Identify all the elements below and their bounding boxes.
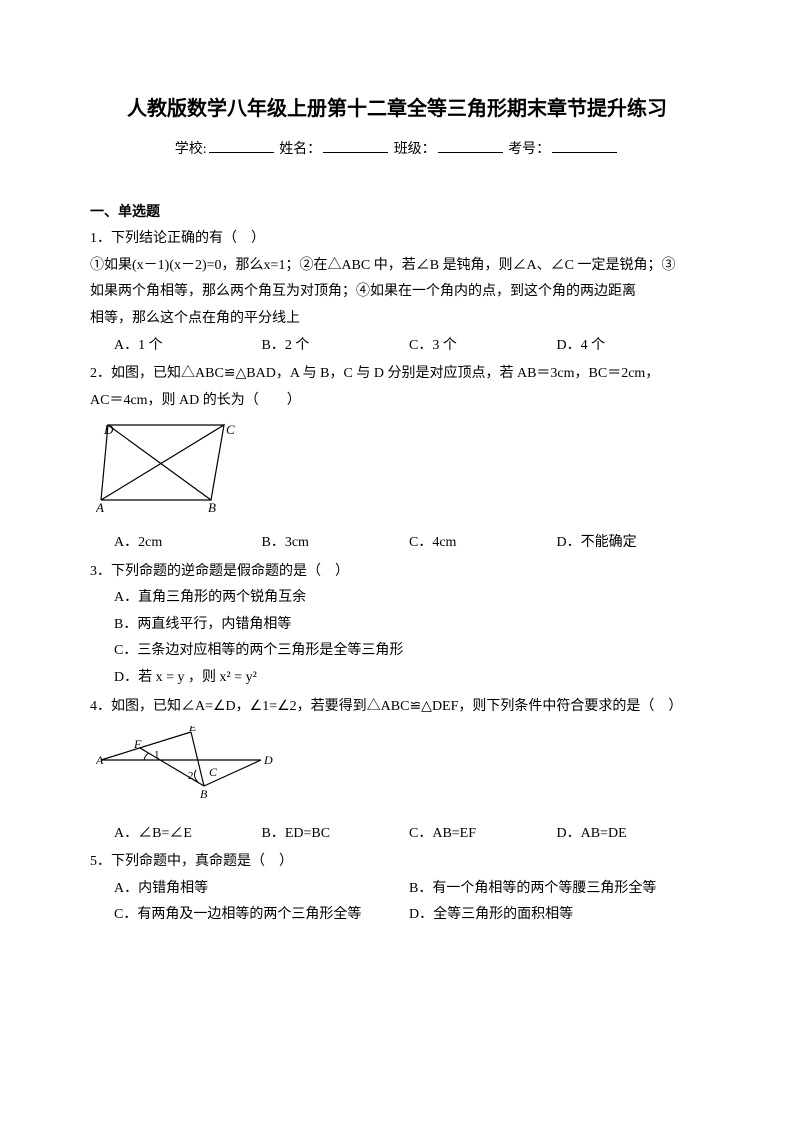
q2-opt-a: A．2cm xyxy=(114,530,262,557)
q1-stem: 1．下列结论正确的有（ ） xyxy=(90,226,704,253)
page-title: 人教版数学八年级上册第十二章全等三角形期末章节提升练习 xyxy=(90,90,704,128)
name-blank[interactable] xyxy=(323,136,388,153)
q2: 2．如图，已知△ABC≌△BAD，A 与 B，C 与 D 分别是对应顶点，若 A… xyxy=(90,361,704,556)
q2-svg: D C A B xyxy=(96,420,256,515)
q4-svg: A D E B F C 1 2 xyxy=(96,726,276,806)
label-F: F xyxy=(133,737,142,751)
label-D: D xyxy=(263,753,273,767)
q5-opt-d: D．全等三角形的面积相等 xyxy=(409,902,704,929)
q1-opt-b: B．2 个 xyxy=(262,333,410,360)
q1-body: ①如果(x－1)(x－2)=0，那么x=1；②在△ABC 中，若∠B 是钝角，则… xyxy=(90,253,704,280)
label-C: C xyxy=(209,765,218,779)
label-A: A xyxy=(96,500,104,515)
school-label: 学校: xyxy=(175,142,207,157)
q3: 3．下列命题的逆命题是假命题的是（ ） A．直角三角形的两个锐角互余 B．两直线… xyxy=(90,559,704,692)
q1-opt-d: D．4 个 xyxy=(557,333,705,360)
q2-stem: AC＝4cm，则 AD 的长为（ ） xyxy=(90,388,704,415)
label-A: A xyxy=(96,753,104,767)
q5: 5．下列命题中，真命题是（ ） A．内错角相等 B．有一个角相等的两个等腰三角形… xyxy=(90,849,704,929)
label-1: 1 xyxy=(154,749,160,761)
exam-label: 考号： xyxy=(508,142,550,157)
q3-opt-d: D．若 x = y ，则 x² = y² xyxy=(114,665,704,692)
q3-opt-a: A．直角三角形的两个锐角互余 xyxy=(114,585,704,612)
q3-opt-c: C．三条边对应相等的两个三角形是全等三角形 xyxy=(114,638,704,665)
q4-opt-c: C．AB=EF xyxy=(409,821,557,848)
q4-opt-d: D．AB=DE xyxy=(557,821,705,848)
label-C: C xyxy=(226,422,235,437)
q1-options: A．1 个 B．2 个 C．3 个 D．4 个 xyxy=(90,333,704,360)
q3-opt-b: B．两直线平行，内错角相等 xyxy=(114,612,704,639)
class-label: 班级： xyxy=(394,142,436,157)
q4-options: A．∠B=∠E B．ED=BC C．AB=EF D．AB=DE xyxy=(90,821,704,848)
q5-opt-b: B．有一个角相等的两个等腰三角形全等 xyxy=(409,876,704,903)
q4-stem: 4．如图，已知∠A=∠D，∠1=∠2，若要得到△ABC≌△DEF，则下列条件中符… xyxy=(90,694,704,721)
q1-opt-a: A．1 个 xyxy=(114,333,262,360)
q4-figure: A D E B F C 1 2 xyxy=(96,726,704,817)
school-blank[interactable] xyxy=(209,136,274,153)
q1-body: 如果两个角相等，那么两个角互为对顶角；④如果在一个角内的点，到这个角的两边距离 xyxy=(90,279,704,306)
name-label: 姓名： xyxy=(279,142,321,157)
q4-opt-b: B．ED=BC xyxy=(262,821,410,848)
q2-opt-b: B．3cm xyxy=(262,530,410,557)
q5-options: A．内错角相等 B．有一个角相等的两个等腰三角形全等 C．有两角及一边相等的两个… xyxy=(90,876,704,929)
label-B: B xyxy=(200,787,208,801)
info-line: 学校: 姓名： 班级： 考号： xyxy=(90,136,704,164)
label-B: B xyxy=(208,500,216,515)
q5-opt-c: C．有两角及一边相等的两个三角形全等 xyxy=(114,902,409,929)
q2-opt-c: C．4cm xyxy=(409,530,557,557)
q2-stem: 2．如图，已知△ABC≌△BAD，A 与 B，C 与 D 分别是对应顶点，若 A… xyxy=(90,361,704,388)
label-D: D xyxy=(103,422,114,437)
q4: 4．如图，已知∠A=∠D，∠1=∠2，若要得到△ABC≌△DEF，则下列条件中符… xyxy=(90,694,704,848)
section-header: 一、单选题 xyxy=(90,198,704,225)
q2-figure: D C A B xyxy=(96,420,704,526)
q1-opt-c: C．3 个 xyxy=(409,333,557,360)
q3-options: A．直角三角形的两个锐角互余 B．两直线平行，内错角相等 C．三条边对应相等的两… xyxy=(90,585,704,691)
label-E: E xyxy=(188,726,197,734)
q2-opt-d: D．不能确定 xyxy=(557,530,705,557)
q1: 1．下列结论正确的有（ ） ①如果(x－1)(x－2)=0，那么x=1；②在△A… xyxy=(90,226,704,359)
q5-opt-a: A．内错角相等 xyxy=(114,876,409,903)
q5-stem: 5．下列命题中，真命题是（ ） xyxy=(90,849,704,876)
q1-body: 相等，那么这个点在角的平分线上 xyxy=(90,306,704,333)
class-blank[interactable] xyxy=(438,136,503,153)
exam-blank[interactable] xyxy=(552,136,617,153)
q3-stem: 3．下列命题的逆命题是假命题的是（ ） xyxy=(90,559,704,586)
label-2: 2 xyxy=(188,770,194,782)
q4-opt-a: A．∠B=∠E xyxy=(114,821,262,848)
q2-options: A．2cm B．3cm C．4cm D．不能确定 xyxy=(90,530,704,557)
